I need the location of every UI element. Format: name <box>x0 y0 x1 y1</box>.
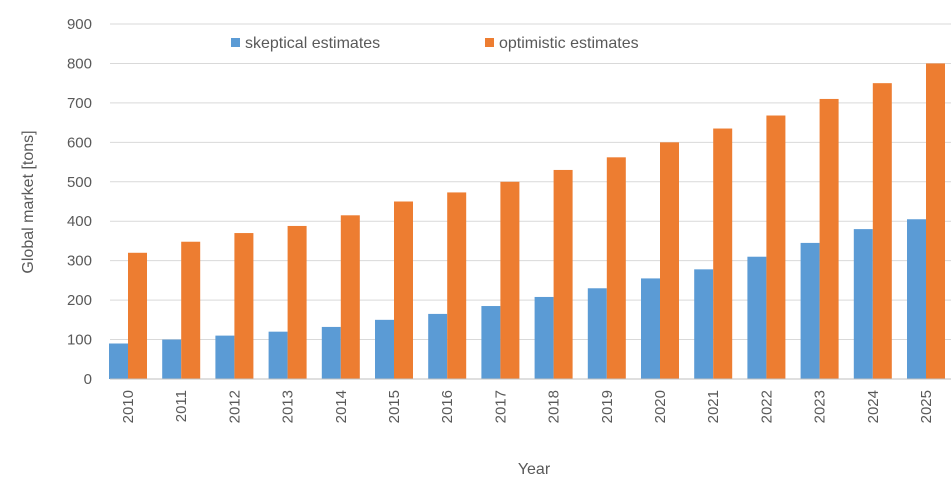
bar-skeptical-2021 <box>694 269 714 379</box>
x-axis-tick-labels: 2010 2011 2012 2013 2014 2015 2016 2017 2018 2019… <box>120 390 935 423</box>
bar-skeptical-2025 <box>907 219 926 379</box>
x-tick-label: 2025 <box>918 390 935 423</box>
y-tick-label: 400 <box>67 213 92 230</box>
bar-optimistic-2013 <box>287 225 307 379</box>
bar-skeptical-2013 <box>268 331 288 379</box>
y-tick-label: 100 <box>67 332 92 349</box>
y-axis-title: Global market [tons] <box>20 130 37 273</box>
bar-optimistic-2016 <box>447 192 467 379</box>
bar-skeptical-2016 <box>428 313 448 379</box>
bar-optimistic-2023 <box>819 98 839 379</box>
x-tick-label: 2018 <box>546 390 563 423</box>
bar-optimistic-2014 <box>340 215 360 379</box>
bar-optimistic-2020 <box>660 142 679 379</box>
y-tick-label: 900 <box>67 16 92 33</box>
x-tick-label: 2019 <box>599 390 616 423</box>
bar-optimistic-2022 <box>766 115 786 379</box>
bar-skeptical-2022 <box>747 256 767 379</box>
x-tick-label: 2010 <box>120 390 137 423</box>
bar-skeptical-2012 <box>215 335 235 379</box>
y-axis-tick-labels: 0 100 200 300 400 500 600 700 800 900 <box>67 16 92 388</box>
y-tick-label: 0 <box>84 371 92 388</box>
bar-skeptical-2024 <box>853 229 873 379</box>
x-tick-label: 2012 <box>226 390 243 423</box>
x-tick-label: 2011 <box>173 390 190 422</box>
x-tick-label: 2016 <box>439 390 456 423</box>
bar-optimistic-2011 <box>181 241 201 379</box>
x-axis-title: Year <box>518 461 551 478</box>
y-tick-label: 800 <box>67 55 92 72</box>
bar-skeptical-2018 <box>534 296 554 379</box>
x-tick-label: 2021 <box>705 390 722 423</box>
x-tick-label: 2015 <box>386 390 403 423</box>
bar-optimistic-2015 <box>394 201 413 379</box>
x-tick-label: 2014 <box>333 390 350 423</box>
bar-optimistic-2018 <box>553 169 573 379</box>
legend-swatch-skeptical <box>231 38 240 47</box>
bar-skeptical-2014 <box>321 326 341 379</box>
bar-optimistic-2019 <box>606 157 626 379</box>
y-tick-label: 500 <box>67 174 92 191</box>
x-tick-label: 2017 <box>492 390 509 423</box>
x-tick-label: 2024 <box>865 390 882 423</box>
legend-label-optimistic: optimistic estimates <box>499 35 639 52</box>
x-tick-label: 2023 <box>812 390 829 423</box>
bar-optimistic-2025 <box>926 63 945 379</box>
x-tick-label: 2020 <box>652 390 669 423</box>
bars <box>109 63 945 380</box>
x-tick-label: 2022 <box>758 390 775 423</box>
bar-optimistic-2021 <box>713 128 733 379</box>
bar-optimistic-2012 <box>234 233 254 379</box>
x-tick-label: 2013 <box>280 390 297 423</box>
bar-optimistic-2024 <box>872 83 892 380</box>
bar-optimistic-2017 <box>500 181 520 379</box>
bar-skeptical-2015 <box>375 319 394 379</box>
legend-label-skeptical: skeptical estimates <box>245 35 380 52</box>
bar-skeptical-2010 <box>109 343 128 379</box>
y-tick-label: 300 <box>67 253 92 270</box>
bar-skeptical-2023 <box>800 242 820 379</box>
legend-swatch-optimistic <box>485 38 494 47</box>
legend: skeptical estimates optimistic estimates <box>231 35 639 52</box>
bar-skeptical-2017 <box>481 306 501 379</box>
y-tick-label: 700 <box>67 95 92 112</box>
bar-optimistic-2010 <box>128 252 147 379</box>
y-tick-label: 600 <box>67 134 92 151</box>
bar-skeptical-2011 <box>162 339 182 379</box>
bar-skeptical-2020 <box>641 278 660 379</box>
y-tick-label: 200 <box>67 292 92 309</box>
bar-skeptical-2019 <box>587 288 607 379</box>
